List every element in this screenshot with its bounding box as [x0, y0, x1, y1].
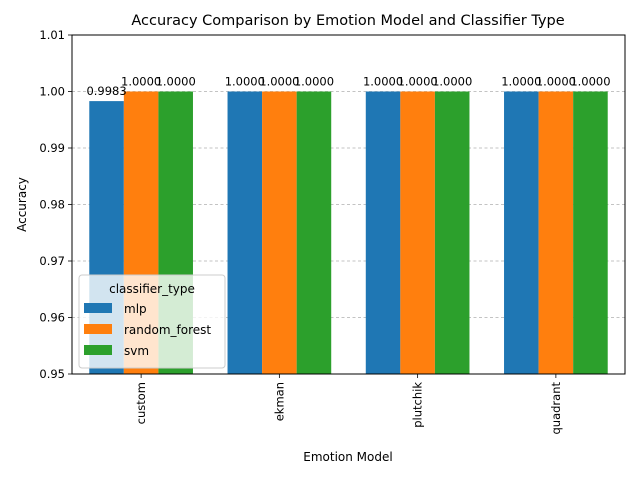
x-tick-label: quadrant — [549, 382, 563, 435]
x-tick-label: custom — [134, 382, 148, 424]
bar-value-label: 1.0000 — [156, 75, 196, 89]
legend-swatch-random_forest — [84, 324, 112, 334]
y-tick-label: 1.01 — [39, 28, 65, 42]
legend-swatch-svm — [84, 345, 112, 355]
legend-box — [78, 274, 226, 369]
bar-value-label: 1.0000 — [536, 75, 576, 89]
bar-value-label: 1.0000 — [501, 75, 541, 89]
y-tick-label: 0.99 — [39, 141, 65, 155]
bar-value-label: 1.0000 — [225, 75, 265, 89]
x-axis-ticks: custom ekman plutchik quadrant — [134, 374, 563, 435]
bar-value-label: 1.0000 — [294, 75, 334, 89]
bar-value-label: 0.9983 — [86, 84, 126, 98]
bar-mlp-ekman — [227, 91, 263, 374]
bar-value-label: 1.0000 — [259, 75, 299, 89]
bar-value-label: 1.0000 — [570, 75, 610, 89]
bar-random_forest-quadrant — [538, 91, 574, 374]
y-tick-label: 0.95 — [39, 367, 65, 381]
y-tick-label: 0.97 — [39, 254, 65, 268]
x-tick-label: plutchik — [411, 382, 425, 428]
bar-random_forest-ekman — [262, 91, 297, 374]
legend-title: classifier_type — [109, 282, 195, 296]
y-axis-ticks: 0.95 0.96 0.97 0.98 0.99 1.00 1.01 — [39, 28, 72, 381]
legend-label-random_forest: random_forest — [124, 323, 211, 337]
chart-title: Accuracy Comparison by Emotion Model and… — [131, 13, 564, 29]
y-tick-label: 0.98 — [39, 198, 65, 212]
x-axis-label: Emotion Model — [303, 450, 392, 464]
bar-mlp-quadrant — [504, 91, 539, 374]
bar-random_forest-plutchik — [400, 91, 435, 374]
legend-label-svm: svm — [124, 344, 149, 358]
bar-svm-ekman — [296, 91, 332, 374]
bar-svm-quadrant — [573, 91, 608, 374]
legend-swatch-mlp — [84, 303, 112, 313]
y-tick-label: 0.96 — [39, 311, 65, 325]
x-tick-label: ekman — [272, 382, 286, 421]
bar-value-label: 1.0000 — [121, 75, 161, 89]
bar-svm-plutchik — [434, 91, 470, 374]
bar-value-label: 1.0000 — [398, 75, 438, 89]
bar-value-label: 1.0000 — [432, 75, 472, 89]
y-axis-label: Accuracy — [15, 177, 29, 232]
bar-value-label: 1.0000 — [363, 75, 403, 89]
legend-label-mlp: mlp — [124, 302, 147, 316]
y-tick-label: 1.00 — [39, 85, 65, 99]
bar-mlp-plutchik — [365, 91, 401, 374]
